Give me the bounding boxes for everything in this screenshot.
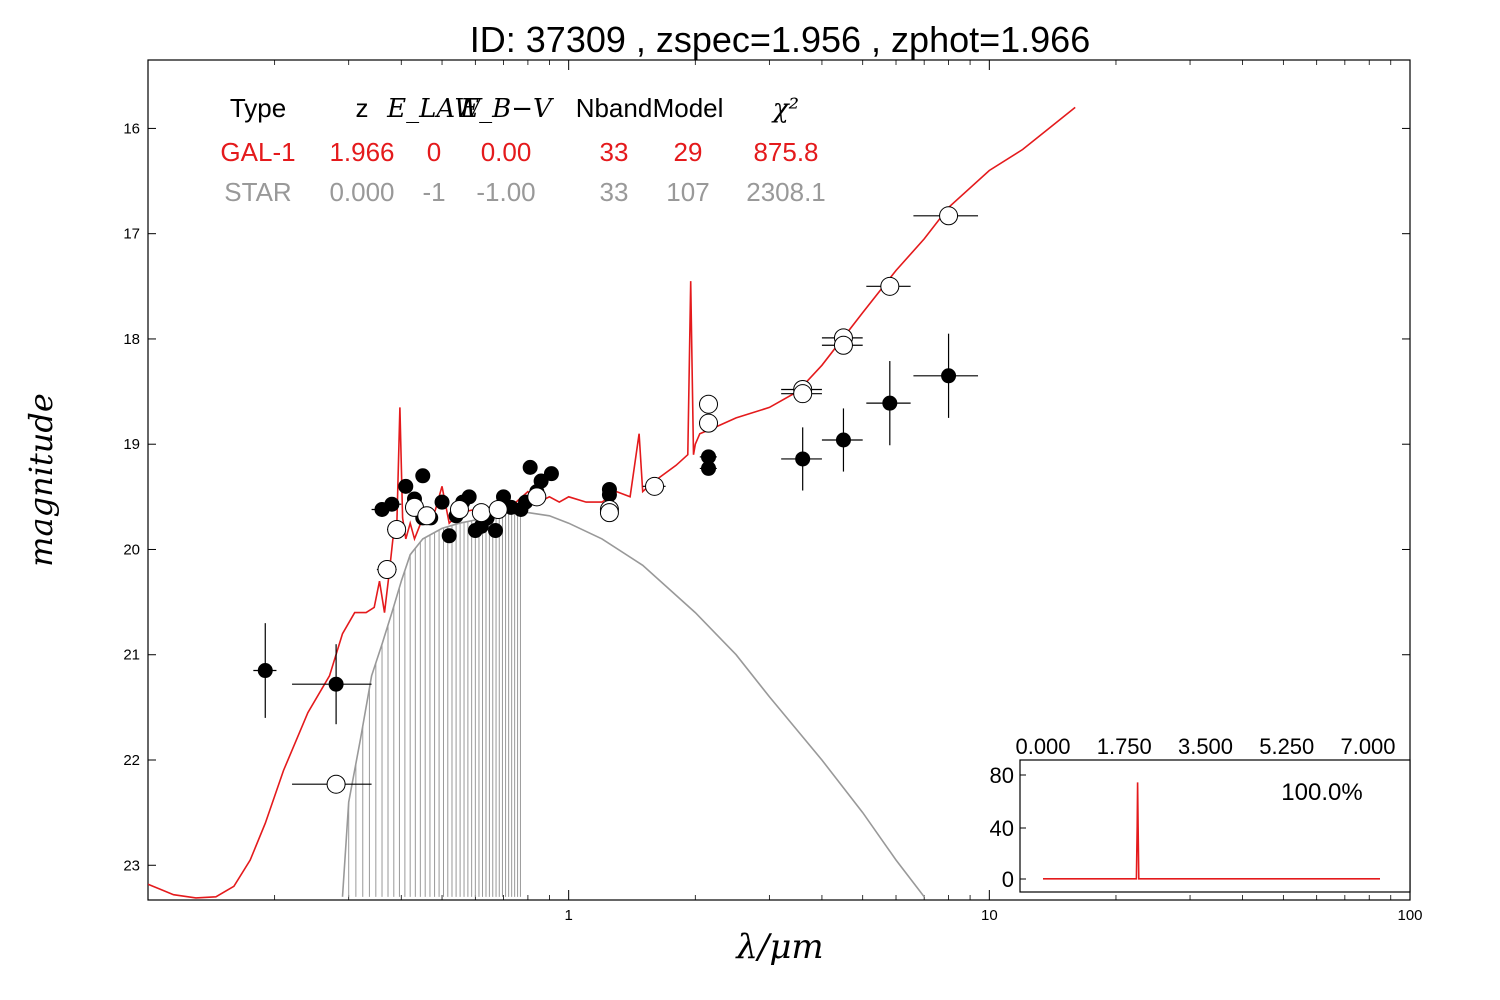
observed-point [543, 466, 559, 482]
fit-table-cell: 2308.1 [746, 177, 826, 207]
observed-point [434, 494, 450, 510]
fit-table-header: Model [653, 93, 724, 123]
fit-table-cell: -1 [422, 177, 445, 207]
fit-table-header: χ² [771, 94, 799, 124]
model-point [699, 413, 719, 433]
inset-x-tick-label: 0.000 [1015, 734, 1070, 759]
model-point [377, 559, 397, 579]
model-point [880, 276, 900, 296]
observed-point [415, 468, 431, 484]
model-point [699, 394, 719, 414]
model-point [833, 335, 853, 355]
inset-x-tick-label: 7.000 [1340, 734, 1395, 759]
main-plot-frame [147, 59, 1411, 901]
observed-point [398, 478, 414, 494]
inset-y-tick-label: 40 [990, 816, 1014, 841]
observed-point [488, 523, 504, 539]
y-tick-label: 23 [123, 857, 140, 874]
observed-point [533, 473, 549, 489]
fit-table-header: Type [230, 93, 286, 123]
x-tick-label: 10 [981, 907, 998, 924]
observed-point [701, 460, 717, 476]
observed-point [328, 676, 344, 692]
y-tick-label: 19 [123, 436, 140, 453]
y-axis-label: magnitude [22, 393, 60, 567]
model-point [488, 499, 508, 519]
main-points-layer [253, 206, 979, 794]
main-axis-ticks: 1 10 100 16 17 18 19 20 21 22 23 [123, 60, 1423, 924]
y-tick-label: 22 [123, 752, 140, 769]
observed-point [461, 489, 477, 505]
observed-point [384, 496, 400, 512]
model-point [939, 206, 959, 226]
model-point [417, 506, 437, 526]
observed-point [941, 368, 957, 384]
inset-frame [1019, 759, 1411, 893]
chart-title: ID: 37309 , zspec=1.956 , zphot=1.966 [470, 19, 1090, 60]
inset-annotation: 100.0% [1281, 779, 1362, 806]
inset-x-tick-label: 3.500 [1178, 734, 1233, 759]
fit-table-header: E_LAW [386, 94, 483, 124]
fit-table-cell: STAR [224, 177, 291, 207]
inset-series-layer [1043, 782, 1380, 880]
fit-table-cell: 29 [674, 137, 703, 167]
model-point [326, 774, 346, 794]
observed-point [257, 663, 273, 679]
fit-table-cell: 1.966 [329, 137, 394, 167]
inset-y-tick-label: 80 [990, 763, 1014, 788]
fit-table-cell: GAL-1 [220, 137, 295, 167]
y-tick-label: 18 [123, 331, 140, 348]
observed-point [441, 528, 457, 544]
y-tick-label: 17 [123, 226, 140, 243]
model-point [449, 499, 469, 519]
fit-table-header: E_B−V [459, 94, 554, 124]
y-tick-label: 21 [123, 647, 140, 664]
y-tick-label: 20 [123, 541, 140, 558]
y-tick-label: 16 [123, 120, 140, 137]
fit-table-cell: 107 [666, 177, 709, 207]
inset-y-tick-label: 0 [1002, 867, 1014, 892]
inset-x-tick-label: 5.250 [1259, 734, 1314, 759]
observed-point [835, 432, 851, 448]
model-point [645, 476, 665, 496]
model-point [793, 384, 813, 404]
observed-point [522, 459, 538, 475]
fit-table-header: Nband [576, 93, 653, 123]
fit-table-cell: 33 [600, 137, 629, 167]
inset-pdz-line [1043, 782, 1380, 880]
fit-table-cell: 0.000 [329, 177, 394, 207]
observed-point [882, 395, 898, 411]
fit-table-cell: 33 [600, 177, 629, 207]
x-axis-label: λ/μm [734, 927, 823, 967]
inset-x-tick-label: 1.750 [1097, 734, 1152, 759]
fit-table-cell: 875.8 [753, 137, 818, 167]
x-tick-label: 100 [1397, 907, 1422, 924]
fit-table-cell: 0 [427, 137, 441, 167]
observed-point [795, 451, 811, 467]
x-tick-label: 1 [564, 907, 572, 924]
model-point [527, 487, 547, 507]
fit-table-cell: 0.00 [481, 137, 532, 167]
observed-point [601, 487, 617, 503]
fit-table-cell: -1.00 [476, 177, 535, 207]
model-point [471, 503, 491, 523]
model-point [387, 519, 407, 539]
fit-table-header: z [356, 93, 369, 123]
model-point [599, 503, 619, 523]
inset-axis-ticks: 0.000 1.750 3.500 5.250 7.000 80 40 0 [990, 734, 1396, 892]
